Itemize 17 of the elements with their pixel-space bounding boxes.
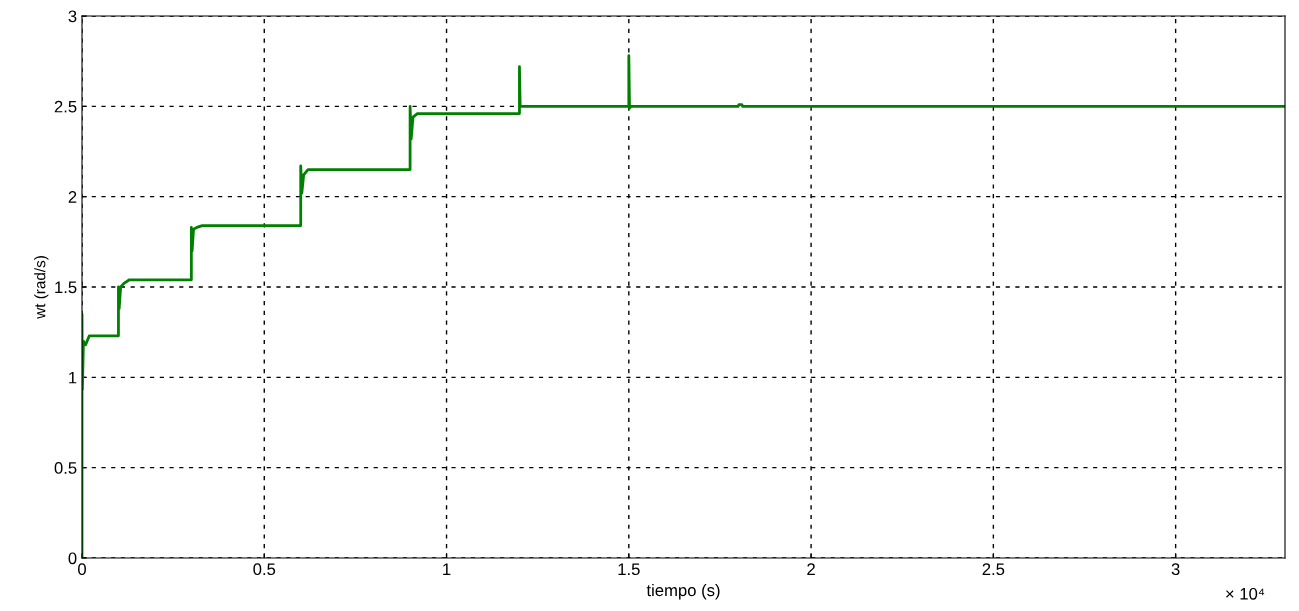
x-tick-label: 0.5 [253, 563, 276, 576]
y-tick-label: 3 [68, 10, 77, 23]
x-tick-label: 1.5 [618, 563, 640, 576]
y-tick-label: 1 [69, 371, 77, 384]
x-axis-title: tiempo (s) [646, 583, 720, 600]
y-tick-label: 0.5 [54, 462, 77, 474]
text: × 10⁴ [1226, 587, 1265, 600]
y-tick-label: 2.5 [54, 100, 77, 113]
x-tick-label: 2.5 [982, 563, 1005, 576]
x-tick-label: 0 [78, 563, 86, 576]
x-tick-label: 1 [443, 563, 451, 575]
y-tick-label: 1.5 [55, 281, 77, 294]
y-tick-label: 2 [68, 191, 77, 203]
x-tick-label: 3 [1171, 563, 1180, 576]
y-axis-title: wt (rad/s) [34, 256, 49, 319]
y-tick-label: 0 [68, 552, 77, 565]
x-tick-label: 2 [807, 563, 815, 575]
